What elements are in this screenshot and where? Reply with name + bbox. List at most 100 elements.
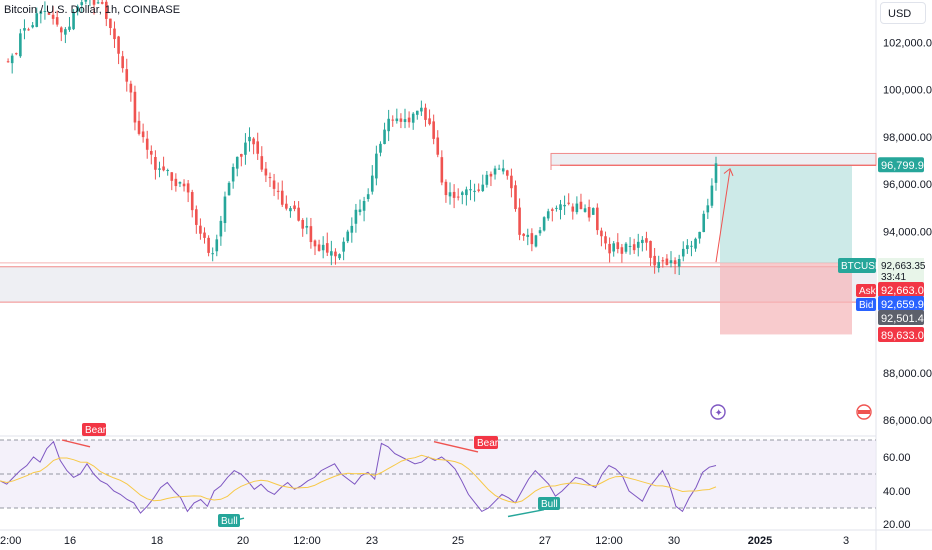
candle-body: [362, 200, 366, 211]
candle-body: [440, 157, 444, 183]
candle-body: [64, 29, 67, 35]
candle-body: [338, 254, 341, 259]
candle-body: [280, 190, 284, 205]
bid-tag-bg: [856, 298, 876, 311]
candle-body: [219, 220, 223, 237]
bid-badge-bg: [878, 296, 924, 311]
candle-body: [211, 253, 214, 255]
candle-body: [76, 6, 79, 12]
candle-body: [301, 219, 305, 229]
candle-body: [121, 56, 124, 69]
candle-body: [473, 190, 476, 192]
candle-body: [411, 113, 415, 123]
candle-body: [195, 209, 198, 225]
candle-body: [207, 237, 210, 253]
candle-body: [604, 236, 607, 244]
candle-body: [125, 69, 129, 82]
projection-arrowhead: [723, 167, 734, 177]
candle-body: [501, 168, 505, 172]
candle-body: [698, 231, 701, 239]
candle-body: [661, 260, 665, 262]
candle-body: [145, 138, 149, 150]
candle-body: [84, 0, 88, 2]
rsi-tick-label: 60.00: [883, 452, 911, 464]
candle-body: [14, 53, 18, 55]
candle-body: [72, 11, 75, 30]
candle-body: [43, 10, 47, 12]
candle-body: [489, 173, 493, 177]
candle-body: [424, 107, 427, 120]
candle-body: [174, 178, 178, 187]
candle-body: [673, 260, 677, 265]
price-tick-label: 86,000.00: [883, 415, 932, 427]
candle-body: [481, 184, 485, 192]
time-tick-label: 12:00: [293, 535, 321, 547]
candle-body: [587, 206, 591, 218]
candle-body: [579, 201, 583, 210]
last-price-badge: 92,663.35: [881, 261, 926, 272]
time-tick-label: 27: [539, 535, 551, 547]
candle-body: [407, 117, 411, 123]
candle-body: [109, 18, 112, 28]
candle-body: [223, 196, 227, 224]
candle-body: [334, 251, 337, 257]
candle-body: [330, 251, 333, 256]
candle-body: [317, 244, 321, 251]
candle-body: [276, 190, 280, 192]
candle-body: [182, 183, 186, 187]
candle-body: [293, 205, 296, 210]
candle-body: [235, 156, 239, 169]
candle-body: [366, 194, 370, 200]
candle-body: [321, 244, 325, 251]
candle-body: [526, 234, 530, 237]
ask-tag-bg: [856, 284, 876, 297]
candle-body: [452, 191, 456, 198]
candle-body: [510, 175, 513, 189]
time-tick-label: 3: [843, 535, 849, 547]
candle-body: [166, 170, 169, 172]
candle-body: [256, 141, 260, 154]
price-tick-label: 88,000.00: [883, 368, 932, 380]
price-tick-label: 94,000.00: [883, 226, 932, 238]
candle-body: [244, 142, 247, 155]
candle-body: [583, 208, 587, 212]
candle-body: [432, 121, 435, 139]
target-badge: 96,799.91: [881, 160, 930, 172]
candle-body: [428, 118, 431, 125]
ask-badge-bg: [878, 282, 924, 297]
bear-divergence-line: [433, 441, 479, 453]
candle-body: [612, 243, 616, 252]
candle-body: [559, 204, 562, 210]
candle-body: [375, 153, 378, 179]
candle-body: [154, 156, 157, 170]
candle-body: [268, 177, 272, 179]
candle-body: [649, 240, 652, 258]
candle-body: [456, 196, 460, 198]
candle-body: [493, 168, 497, 175]
rsi-tick-label: 40.00: [883, 486, 911, 498]
time-tick-label: 12:00: [595, 535, 623, 547]
candle-body: [714, 163, 718, 183]
candle-body: [669, 260, 673, 264]
candle-body: [477, 189, 480, 191]
candle-body: [68, 26, 71, 30]
bull-label: Bull: [541, 499, 558, 510]
currency-button[interactable]: USD: [880, 2, 926, 24]
rsi-tick-label: 20.00: [883, 519, 911, 531]
candle-body: [342, 241, 345, 252]
candle-body: [178, 182, 182, 184]
candle-body: [272, 180, 276, 189]
candle-body: [448, 192, 452, 197]
candle-body: [555, 207, 558, 209]
candle-body: [325, 243, 329, 253]
candle-body: [391, 119, 395, 121]
candle-body: [240, 154, 243, 157]
candle-body: [113, 28, 116, 40]
candle-body: [632, 244, 636, 251]
ask-badge: 92,663.04: [881, 285, 930, 297]
chart-title: Bitcoin / U.S. Dollar, 1h, COINBASE: [4, 4, 181, 16]
time-tick-label: 23: [366, 535, 378, 547]
candle-body: [305, 225, 309, 228]
bear-label-bg: [82, 423, 106, 436]
